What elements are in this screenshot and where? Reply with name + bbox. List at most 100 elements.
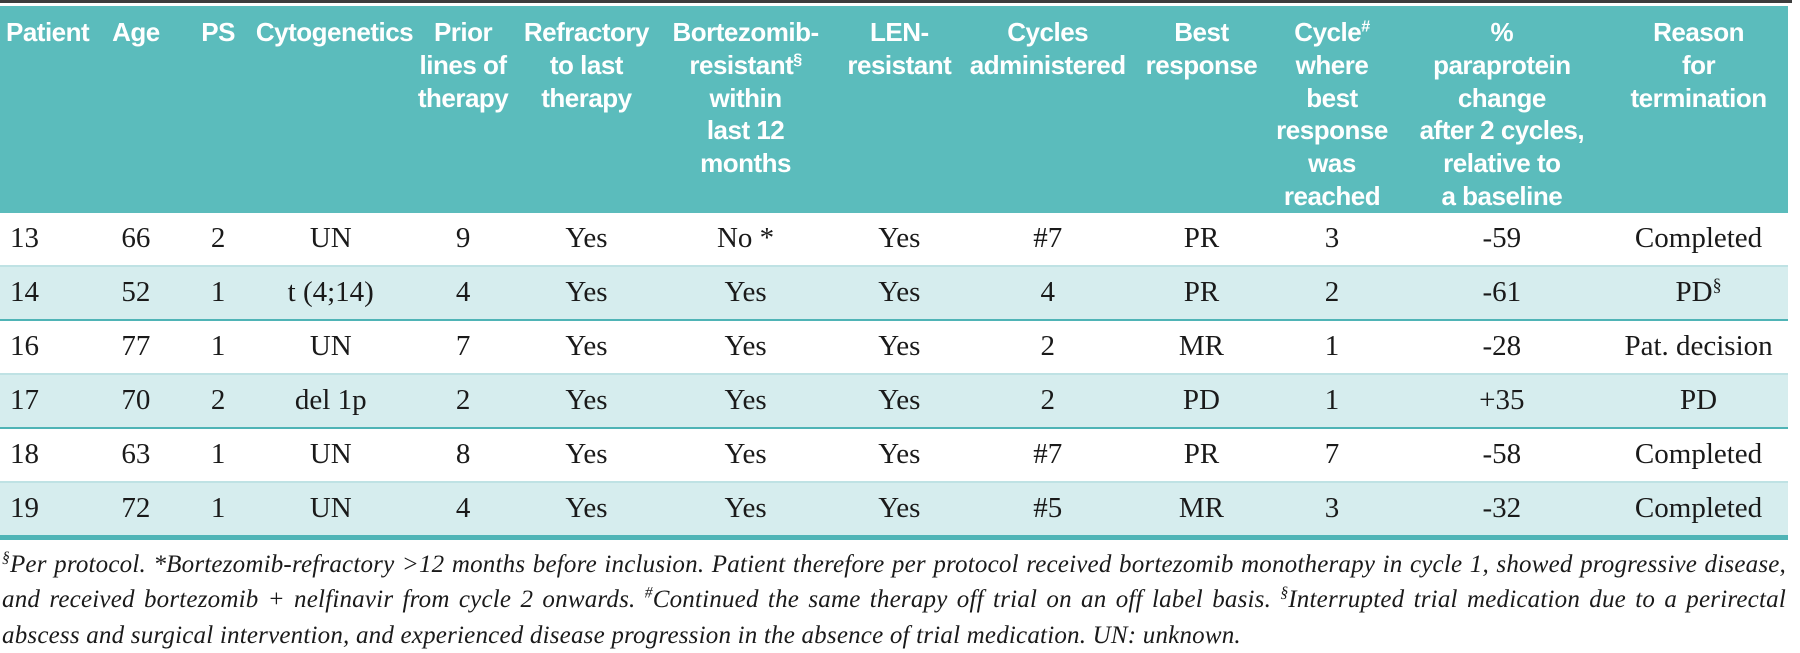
header-line: reached	[1271, 180, 1392, 213]
cell-refractory: Yes	[518, 213, 654, 266]
header-line: Bortezomib-	[656, 16, 834, 49]
cell-ps: 1	[182, 428, 254, 482]
footnote-marker-sup: §	[793, 50, 801, 68]
cell-cycles: #7	[962, 428, 1134, 482]
header-line: Prior	[410, 16, 517, 49]
cell-cycles: 2	[962, 320, 1134, 374]
header-line: for	[1611, 49, 1786, 82]
cell-len-resistant: Yes	[837, 374, 962, 428]
cell-termination: Completed	[1609, 482, 1788, 538]
header-line: relative to	[1397, 147, 1608, 180]
column-header-cytogenetics: Cytogenetics	[254, 6, 408, 213]
footnote-text: Continued the same therapy off trial on …	[653, 586, 1281, 613]
cell-patient: 14	[0, 266, 89, 320]
header-line: after 2 cycles,	[1397, 114, 1608, 147]
cell-ps: 2	[182, 374, 254, 428]
cell-patient: 16	[0, 320, 89, 374]
cell-ps: 1	[182, 266, 254, 320]
header-line: Refractory	[520, 16, 652, 49]
header-line: Patient	[6, 16, 87, 49]
header-line: Cytogenetics	[256, 16, 406, 49]
header-line: paraprotein	[1397, 49, 1608, 82]
cell-age: 52	[89, 266, 182, 320]
header-line: months	[656, 147, 834, 180]
cell-refractory: Yes	[518, 266, 654, 320]
table-footnote: §Per protocol. *Bortezomib-refractory >1…	[0, 540, 1790, 653]
header-line: therapy	[410, 82, 517, 115]
cell-cycle-best: 1	[1269, 320, 1394, 374]
header-line: Best	[1136, 16, 1268, 49]
cell-cytogenetics: UN	[254, 320, 408, 374]
cell-cycle-best: 3	[1269, 482, 1394, 538]
cell-cycle-best: 3	[1269, 213, 1394, 266]
cell-best-response: MR	[1134, 482, 1270, 538]
cell-paraprotein: -32	[1395, 482, 1610, 538]
cell-cycles: #7	[962, 213, 1134, 266]
cell-best-response: PD	[1134, 374, 1270, 428]
cell-patient: 18	[0, 428, 89, 482]
cell-cycles: 4	[962, 266, 1134, 320]
header-line: termination	[1611, 82, 1786, 115]
cell-ps: 2	[182, 213, 254, 266]
cell-age: 72	[89, 482, 182, 538]
cell-patient: 13	[0, 213, 89, 266]
header-line: Cycle#	[1271, 16, 1392, 49]
footnote-marker-sup: #	[645, 585, 653, 602]
header-line: response	[1136, 49, 1268, 82]
cell-cytogenetics: UN	[254, 213, 408, 266]
cell-age: 63	[89, 428, 182, 482]
cell-prior-lines: 8	[408, 428, 519, 482]
footnote-marker-sup: §	[2, 549, 10, 566]
cell-prior-lines: 4	[408, 482, 519, 538]
header-line: to last	[520, 49, 652, 82]
header-line: PS	[184, 16, 252, 49]
cell-cytogenetics: UN	[254, 482, 408, 538]
cell-paraprotein: -61	[1395, 266, 1610, 320]
cell-ps: 1	[182, 320, 254, 374]
column-header-patient: Patient	[0, 6, 89, 213]
cell-len-resistant: Yes	[837, 428, 962, 482]
footnote-marker-sup: §	[1713, 274, 1722, 294]
cell-age: 70	[89, 374, 182, 428]
cell-termination: Completed	[1609, 213, 1788, 266]
cell-len-resistant: Yes	[837, 213, 962, 266]
cell-prior-lines: 4	[408, 266, 519, 320]
cell-refractory: Yes	[518, 320, 654, 374]
cell-prior-lines: 9	[408, 213, 519, 266]
cell-bortezomib-resistant: No *	[654, 213, 836, 266]
header-line: response	[1271, 114, 1392, 147]
column-header-len-resistant: LEN-resistant	[837, 6, 962, 213]
cell-cycle-best: 1	[1269, 374, 1394, 428]
cell-paraprotein: -58	[1395, 428, 1610, 482]
cell-paraprotein: -59	[1395, 213, 1610, 266]
cell-cytogenetics: t (4;14)	[254, 266, 408, 320]
cell-cycles: #5	[962, 482, 1134, 538]
cell-paraprotein: -28	[1395, 320, 1610, 374]
cell-termination: Completed	[1609, 428, 1788, 482]
header-line: Cycles	[964, 16, 1132, 49]
header-line: resistant§	[656, 49, 834, 82]
cell-len-resistant: Yes	[837, 266, 962, 320]
header-line: lines of	[410, 49, 517, 82]
footnote-marker-sup: #	[1361, 17, 1369, 35]
cell-cycles: 2	[962, 374, 1134, 428]
header-line: resistant	[839, 49, 960, 82]
cell-termination: PD§	[1609, 266, 1788, 320]
header-line: within	[656, 82, 834, 115]
cell-prior-lines: 7	[408, 320, 519, 374]
cell-termination: PD	[1609, 374, 1788, 428]
cell-refractory: Yes	[518, 428, 654, 482]
cell-len-resistant: Yes	[837, 482, 962, 538]
header-line: LEN-	[839, 16, 960, 49]
